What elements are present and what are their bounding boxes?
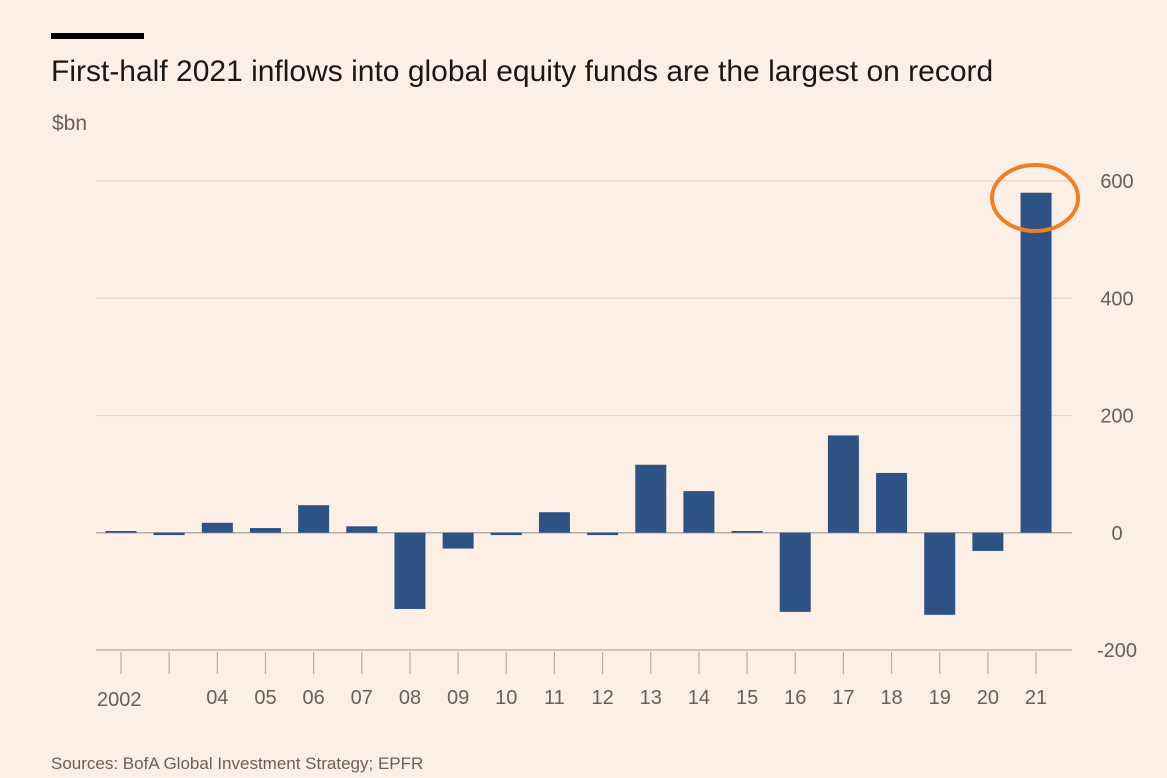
bar-03 [153, 532, 185, 536]
bar-11 [538, 512, 570, 533]
x-tick-label: 05 [254, 687, 276, 709]
x-tick-label: 12 [591, 687, 613, 709]
x-tick-label: 14 [688, 687, 710, 709]
bar-09 [442, 532, 474, 549]
bar-05 [249, 528, 281, 533]
highlight-circle [990, 163, 1081, 233]
bar-19 [924, 532, 956, 615]
header-rule [51, 33, 144, 39]
x-tick-label: 13 [640, 687, 662, 709]
x-tick-label: 16 [784, 687, 806, 709]
x-tick-label: 11 [544, 687, 565, 709]
y-tick-label: 0 [1111, 523, 1122, 545]
chart-title: First-half 2021 inflows into global equi… [51, 55, 994, 88]
y-tick-label: 400 [1100, 288, 1133, 310]
bar-20 [972, 532, 1004, 551]
bar-14 [683, 491, 715, 533]
x-tick-label: 08 [399, 687, 421, 709]
x-tick-label: 17 [832, 687, 854, 709]
bar-2002 [105, 530, 137, 533]
x-tick-label: 09 [447, 687, 469, 709]
bar-04 [201, 522, 233, 533]
annotations [990, 163, 1081, 233]
bar-17 [827, 435, 859, 533]
bar-06 [298, 505, 330, 533]
bar-12 [587, 532, 619, 536]
source-note: Sources: BofA Global Investment Strategy… [51, 754, 424, 773]
x-tick-label: 19 [929, 687, 951, 709]
bar-18 [876, 472, 908, 533]
x-tick-label: 06 [303, 687, 325, 709]
bar-10 [490, 532, 522, 536]
x-tick-label: 20 [977, 687, 999, 709]
axes [96, 649, 1072, 674]
x-tick-label: 07 [351, 687, 373, 709]
x-tick-label: 04 [206, 687, 228, 709]
y-tick-label: 600 [1100, 171, 1133, 193]
x-tick-label: 18 [880, 687, 902, 709]
x-tick-label: 2002 [97, 689, 142, 711]
bar-16 [779, 532, 811, 612]
x-tick-label: 21 [1025, 687, 1047, 709]
x-tick-label: 10 [495, 687, 517, 709]
bar-07 [346, 526, 378, 533]
bar-08 [394, 532, 426, 609]
bar-15 [731, 530, 763, 533]
x-tick-label: 15 [736, 687, 758, 709]
bar-21 [1020, 192, 1052, 533]
y-tick-label: 200 [1100, 406, 1133, 428]
y-tick-label: -200 [1097, 640, 1137, 662]
tick-labels: 600 400 200 0 -200 2002 04 05 06 07 08 09 10 11 12 13 14… [97, 171, 1137, 711]
bar-13 [635, 464, 667, 533]
bars [105, 192, 1052, 615]
unit-label: $bn [52, 112, 88, 135]
